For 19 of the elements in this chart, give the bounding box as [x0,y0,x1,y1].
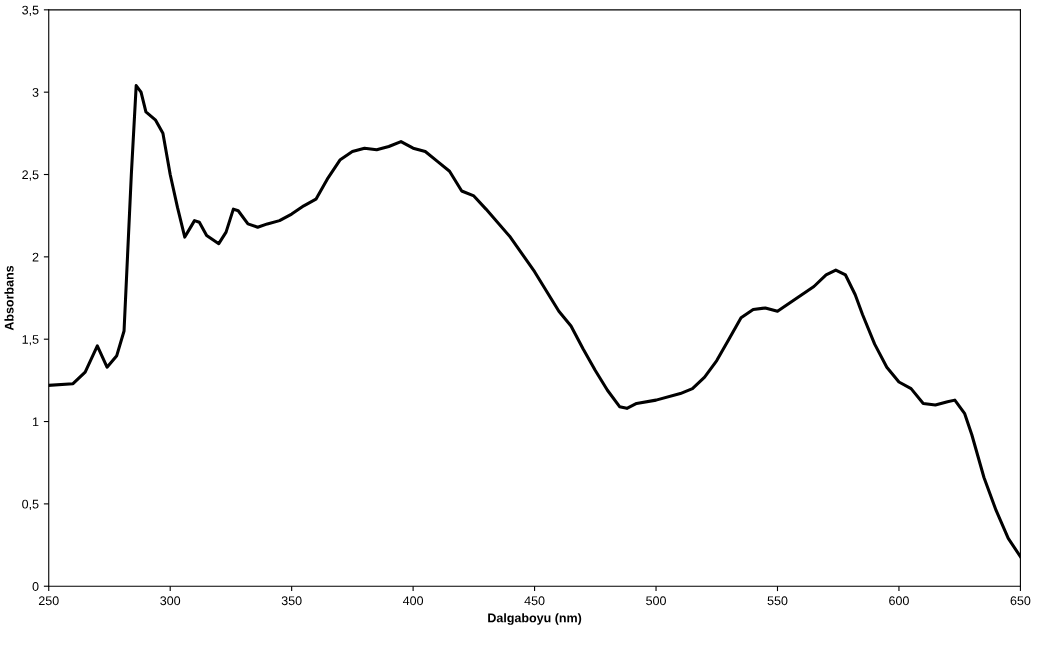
y-tick-label: 3 [32,87,39,97]
x-tick-label: 350 [281,596,302,606]
y-tick-label: 1 [33,417,39,427]
y-tick-label: 2,5 [22,170,39,181]
x-tick-label: 400 [402,596,424,606]
x-tick-label: 250 [38,596,59,606]
y-axis-title: Absorbans [4,265,14,331]
y-tick-label: 0,5 [22,499,39,511]
y-tick-label: 2 [32,252,39,262]
y-tick-label: 1,5 [22,335,39,346]
x-tick-label: 300 [160,596,181,606]
x-tick-label: 600 [889,596,909,606]
x-tick-label: 550 [767,596,788,606]
x-axis-title: Dalgaboyu (nm) [488,613,582,625]
y-tick-label: 0 [32,582,39,591]
x-tick-label: 650 [1010,596,1031,606]
x-tick-label: 450 [524,596,545,606]
y-tick-label: 3,5 [22,5,39,16]
x-tick-label: 500 [646,596,666,606]
